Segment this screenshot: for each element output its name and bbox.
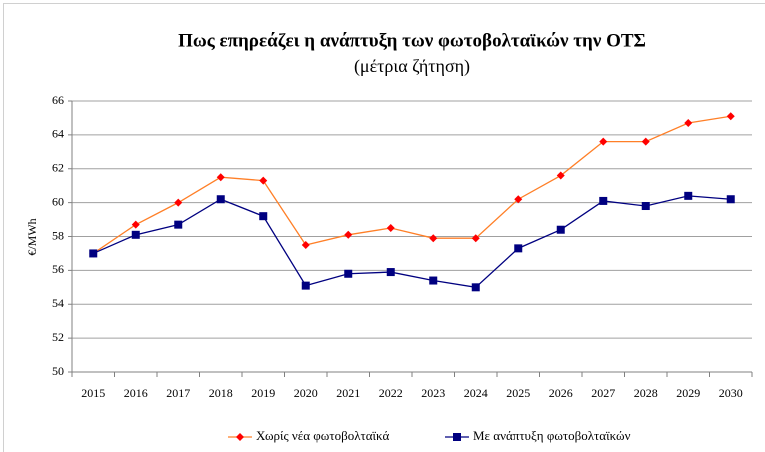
x-tick-label: 2019	[251, 386, 275, 400]
marker	[453, 433, 461, 441]
marker	[216, 195, 225, 204]
x-tick-label: 2022	[379, 386, 403, 400]
marker	[641, 137, 650, 146]
marker	[174, 198, 183, 207]
y-tick-label: 66	[52, 93, 64, 107]
legend-label: Με ανάπτυξη φωτοβολταϊκών	[473, 428, 631, 443]
x-tick-label: 2024	[464, 386, 488, 400]
marker	[556, 171, 565, 180]
marker	[259, 212, 268, 221]
x-tick-label: 2023	[421, 386, 445, 400]
chart-frame	[3, 3, 765, 452]
marker	[89, 249, 98, 258]
marker	[599, 196, 608, 205]
x-tick-label: 2025	[506, 386, 530, 400]
marker	[514, 244, 523, 253]
y-tick-label: 60	[52, 194, 64, 208]
marker	[344, 230, 353, 239]
marker	[301, 281, 310, 290]
marker	[386, 268, 395, 277]
marker	[301, 240, 310, 249]
marker	[684, 191, 693, 200]
x-tick-label: 2027	[591, 386, 615, 400]
x-tick-label: 2016	[124, 386, 148, 400]
marker	[131, 220, 140, 229]
marker	[726, 112, 735, 121]
chart-title: Πως επηρεάζει η ανάπτυξη των φωτοβολταϊκ…	[178, 30, 646, 51]
x-tick-label: 2017	[166, 386, 190, 400]
marker	[514, 195, 523, 204]
x-tick-label: 2020	[294, 386, 318, 400]
marker	[684, 119, 693, 128]
marker	[556, 225, 565, 234]
x-tick-label: 2021	[336, 386, 360, 400]
series-line	[92, 115, 731, 254]
x-tick-label: 2030	[719, 386, 743, 400]
marker	[641, 202, 650, 211]
y-axis-label: €/MWh	[25, 218, 39, 255]
y-tick-label: 64	[52, 127, 64, 141]
marker	[216, 173, 225, 182]
marker	[471, 283, 480, 292]
y-tick-label: 56	[52, 262, 64, 276]
marker	[386, 224, 395, 233]
marker	[471, 234, 480, 243]
x-tick-label: 2026	[549, 386, 573, 400]
marker	[429, 276, 438, 285]
chart-subtitle: (μέτρια ζήτηση)	[354, 56, 470, 77]
marker	[599, 137, 608, 146]
marker	[174, 220, 183, 229]
series-line	[92, 195, 731, 289]
y-tick-label: 50	[52, 364, 64, 378]
x-tick-label: 2018	[209, 386, 233, 400]
marker	[131, 230, 140, 239]
marker	[344, 269, 353, 278]
x-tick-label: 2029	[676, 386, 700, 400]
y-tick-label: 54	[52, 296, 64, 310]
marker	[429, 234, 438, 243]
y-tick-label: 52	[52, 330, 64, 344]
y-tick-label: 58	[52, 228, 64, 242]
x-tick-label: 2028	[634, 386, 658, 400]
x-tick-label: 2015	[81, 386, 105, 400]
marker	[726, 195, 735, 204]
marker	[236, 433, 244, 441]
marker	[259, 176, 268, 185]
y-tick-label: 62	[52, 161, 64, 175]
legend-label: Χωρίς νέα φωτοβολταϊκά	[256, 428, 389, 443]
